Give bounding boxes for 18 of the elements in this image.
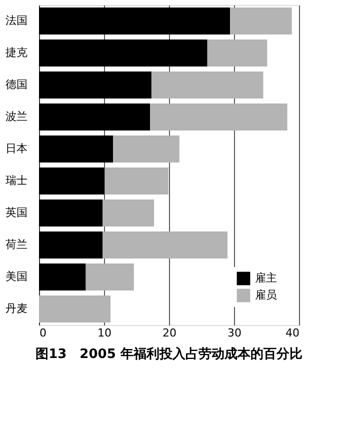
x-tick-label: 0: [40, 326, 46, 340]
y-tick-label: 丹麦: [6, 302, 28, 315]
y-tick-label: 英国: [6, 206, 28, 219]
y-tick-label: 捷克: [6, 46, 28, 59]
y-tick-label: 波兰: [6, 110, 28, 123]
y-tick-label: 日本: [6, 142, 28, 155]
x-tick-label: 20: [162, 326, 176, 340]
legend-label: 雇主: [255, 272, 277, 284]
y-tick-label: 法国: [6, 14, 28, 27]
y-tick-label: 德国: [6, 78, 28, 91]
x-tick-label: 10: [98, 326, 112, 340]
legend-label: 雇员: [255, 288, 277, 302]
x-tick-label: 40: [286, 326, 300, 340]
y-tick-label: 瑞士: [6, 174, 28, 187]
text: 图13 2005 年福利投入占劳动成本的百分比: [36, 346, 302, 362]
y-tick-label: 荷兰: [6, 238, 28, 251]
y-tick-label: 美国: [6, 270, 28, 283]
x-tick-label: 30: [228, 326, 242, 340]
